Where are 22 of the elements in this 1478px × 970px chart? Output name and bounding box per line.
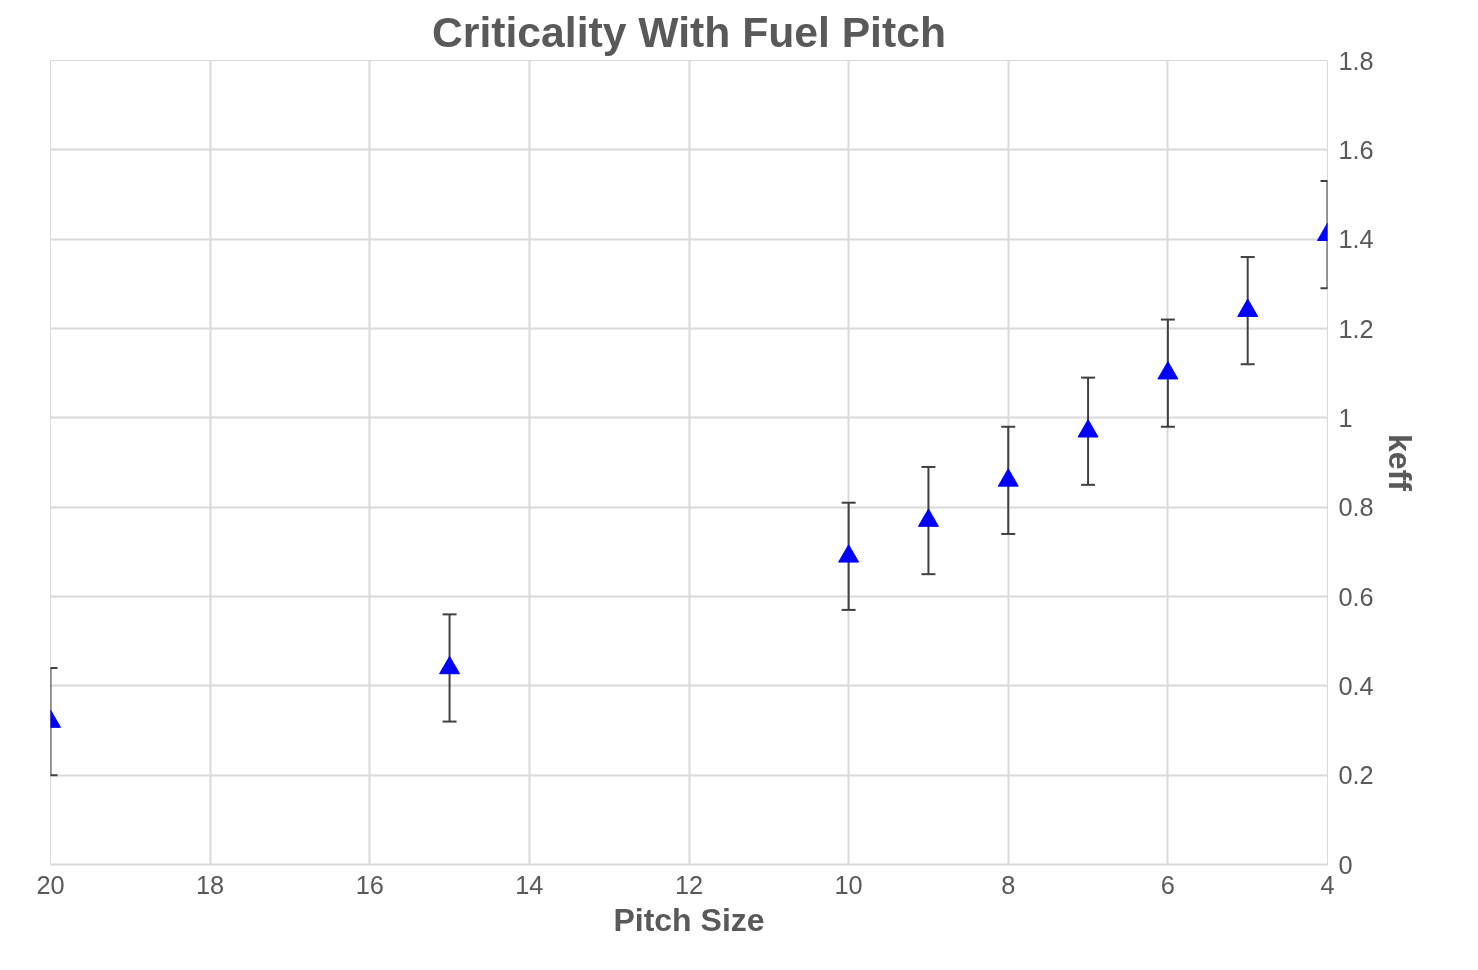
x-tick-label: 14 — [515, 870, 544, 899]
x-tick-label: 10 — [834, 870, 863, 899]
y-tick-label: 0.2 — [1338, 761, 1374, 790]
chart-title: Criticality With Fuel Pitch — [432, 7, 946, 56]
x-tick-label: 16 — [355, 870, 384, 899]
y-tick-label: 0 — [1338, 850, 1353, 879]
x-tick-label: 12 — [674, 870, 704, 899]
y-tick-label: 1 — [1338, 403, 1353, 432]
y-tick-label: 1.6 — [1338, 135, 1374, 164]
y-tick-label: 1.2 — [1338, 314, 1374, 343]
y-tick-label: 1.4 — [1338, 225, 1374, 254]
x-axis-title: Pitch Size — [613, 901, 765, 938]
y-tick-label: 0.4 — [1338, 671, 1374, 700]
x-tick-label: 6 — [1160, 870, 1175, 899]
x-tick-label: 20 — [36, 870, 65, 899]
y-axis-title: keff — [1381, 434, 1418, 492]
x-tick-label: 8 — [1001, 870, 1016, 899]
x-tick-label: 4 — [1320, 870, 1335, 899]
y-tick-label: 1.8 — [1338, 46, 1374, 75]
x-tick-label: 18 — [196, 870, 225, 899]
y-tick-label: 0.8 — [1338, 493, 1374, 522]
y-tick-label: 0.6 — [1338, 582, 1374, 611]
